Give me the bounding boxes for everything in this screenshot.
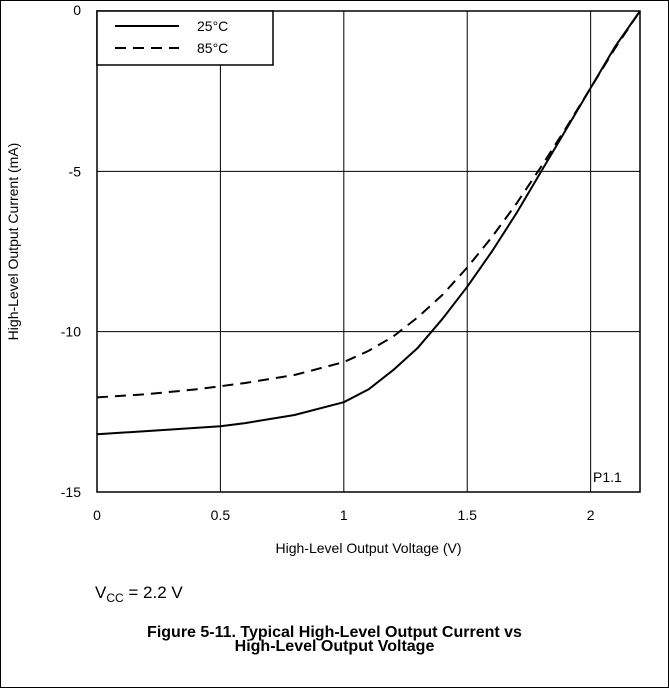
x-tick-label: 2: [587, 507, 595, 523]
caption-line-1: Figure 5-11. Typical High-Level Output C…: [147, 624, 522, 641]
series-layer: [96, 10, 641, 436]
x-tick-label: 1.5: [457, 507, 477, 523]
y-tick-label: -10: [61, 324, 81, 340]
x-tick-label: 1: [340, 507, 348, 523]
y-tick-label: -15: [61, 484, 81, 500]
y-axis-label: High-Level Output Current (mA): [5, 143, 21, 341]
tick-labels: 0 0.5 1 1.5 2 0 -5 -10 -15: [61, 2, 595, 523]
chart-annotation: P1.1: [593, 469, 622, 485]
figure-caption: Figure 5-11. Typical High-Level Output C…: [0, 624, 669, 655]
legend: 25°C 85°C: [96, 10, 274, 66]
grid: [96, 10, 640, 493]
vcc-prefix: V: [95, 583, 107, 602]
caption-line-2: High-Level Output Voltage: [234, 638, 435, 655]
vcc-subscript: CC: [106, 591, 124, 605]
vcc-value: = 2.2 V: [123, 583, 183, 602]
legend-box: [96, 10, 274, 66]
y-tick-label: 0: [73, 2, 81, 18]
series-line-0: [96, 10, 641, 436]
x-tick-label: 0: [93, 507, 101, 523]
x-axis-label: High-Level Output Voltage (V): [276, 540, 462, 556]
legend-label-1: 85°C: [197, 40, 228, 56]
legend-label-0: 25°C: [197, 18, 228, 34]
y-tick-label: -5: [69, 163, 82, 179]
plot-border: [96, 10, 641, 493]
x-tick-label: 0.5: [211, 507, 231, 523]
series-line-1: [96, 10, 641, 399]
chart: 0 0.5 1 1.5 2 0 -5 -10 -15 25°C 85°C P1.1 High-Le…: [5, 2, 641, 556]
vcc-condition-label: VCC = 2.2 V: [95, 583, 183, 605]
